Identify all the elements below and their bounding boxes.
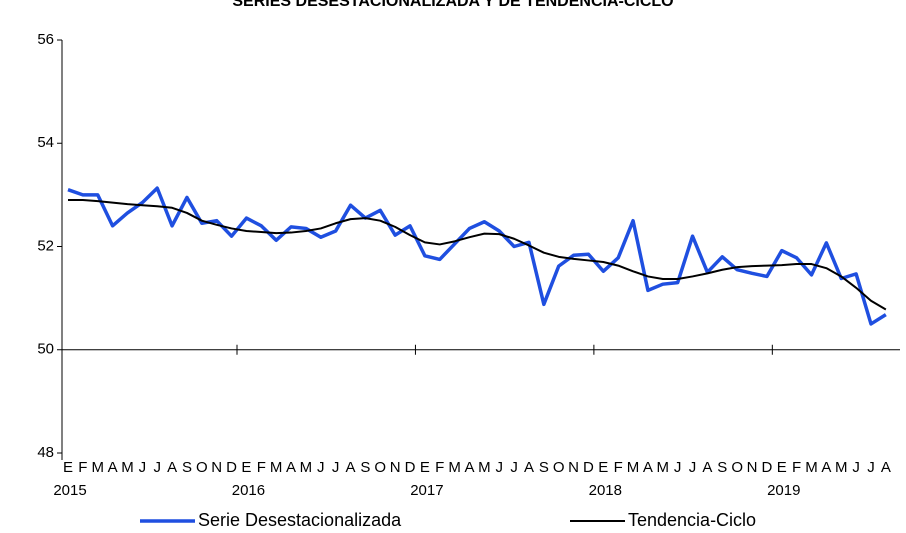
x-tick-label: S — [182, 459, 192, 476]
legend-label: Tendencia-Ciclo — [628, 510, 756, 530]
x-tick-label: N — [390, 459, 401, 476]
x-tick-label: M — [300, 459, 313, 476]
year-label: 2017 — [410, 482, 443, 499]
x-tick-label: N — [747, 459, 758, 476]
x-tick-label: M — [448, 459, 461, 476]
y-tick-label: 50 — [37, 341, 54, 358]
x-tick-label: S — [360, 459, 370, 476]
y-tick-label: 52 — [37, 237, 54, 254]
x-tick-label: A — [167, 459, 177, 476]
x-tick-label: A — [702, 459, 712, 476]
x-tick-label: A — [524, 459, 534, 476]
x-tick-label: M — [835, 459, 848, 476]
x-tick-label: D — [405, 459, 416, 476]
x-tick-label: F — [78, 459, 87, 476]
x-tick-label: F — [257, 459, 266, 476]
x-tick-label: D — [761, 459, 772, 476]
x-tick-label: M — [805, 459, 818, 476]
x-tick-label: F — [614, 459, 623, 476]
x-tick-label: A — [643, 459, 653, 476]
x-tick-label: A — [286, 459, 296, 476]
x-tick-label: J — [852, 459, 860, 476]
x-tick-label: E — [598, 459, 608, 476]
x-tick-label: A — [108, 459, 118, 476]
x-tick-label: J — [139, 459, 147, 476]
x-tick-label: D — [583, 459, 594, 476]
x-tick-label: O — [196, 459, 208, 476]
x-tick-label: A — [346, 459, 356, 476]
x-tick-label: J — [689, 459, 697, 476]
series-line — [68, 199, 887, 311]
x-tick-label: O — [553, 459, 565, 476]
x-tick-label: J — [674, 459, 682, 476]
x-tick-label: N — [568, 459, 579, 476]
x-tick-label: J — [153, 459, 161, 476]
x-tick-label: F — [792, 459, 801, 476]
y-tick-label: 54 — [37, 134, 54, 151]
x-tick-label: S — [539, 459, 549, 476]
year-label: 2015 — [53, 482, 86, 499]
x-tick-label: E — [777, 459, 787, 476]
series-line — [67, 186, 887, 326]
x-tick-label: N — [211, 459, 222, 476]
x-tick-label: E — [63, 459, 73, 476]
x-tick-label: M — [91, 459, 104, 476]
x-tick-label: M — [121, 459, 134, 476]
x-tick-label: O — [374, 459, 386, 476]
year-label: 2018 — [589, 482, 622, 499]
x-tick-label: J — [495, 459, 503, 476]
year-label: 2016 — [232, 482, 265, 499]
x-tick-label: J — [332, 459, 340, 476]
year-label: 2019 — [767, 482, 800, 499]
x-tick-label: M — [657, 459, 670, 476]
x-tick-label: M — [478, 459, 491, 476]
y-tick-label: 56 — [37, 31, 54, 48]
x-tick-label: J — [317, 459, 325, 476]
x-tick-label: F — [435, 459, 444, 476]
x-tick-label: A — [881, 459, 891, 476]
legend-label: Serie Desestacionalizada — [198, 510, 402, 530]
x-tick-label: D — [226, 459, 237, 476]
x-tick-label: S — [717, 459, 727, 476]
x-tick-label: A — [821, 459, 831, 476]
x-tick-label: A — [464, 459, 474, 476]
x-tick-label: J — [510, 459, 518, 476]
x-tick-label: O — [731, 459, 743, 476]
y-tick-label: 48 — [37, 444, 54, 461]
x-tick-label: J — [867, 459, 875, 476]
x-tick-label: M — [627, 459, 640, 476]
x-tick-label: E — [241, 459, 251, 476]
chart-title: SERIES DESESTACIONALIZADA Y DE TENDENCIA… — [232, 0, 673, 10]
x-tick-label: E — [420, 459, 430, 476]
x-tick-label: M — [270, 459, 283, 476]
